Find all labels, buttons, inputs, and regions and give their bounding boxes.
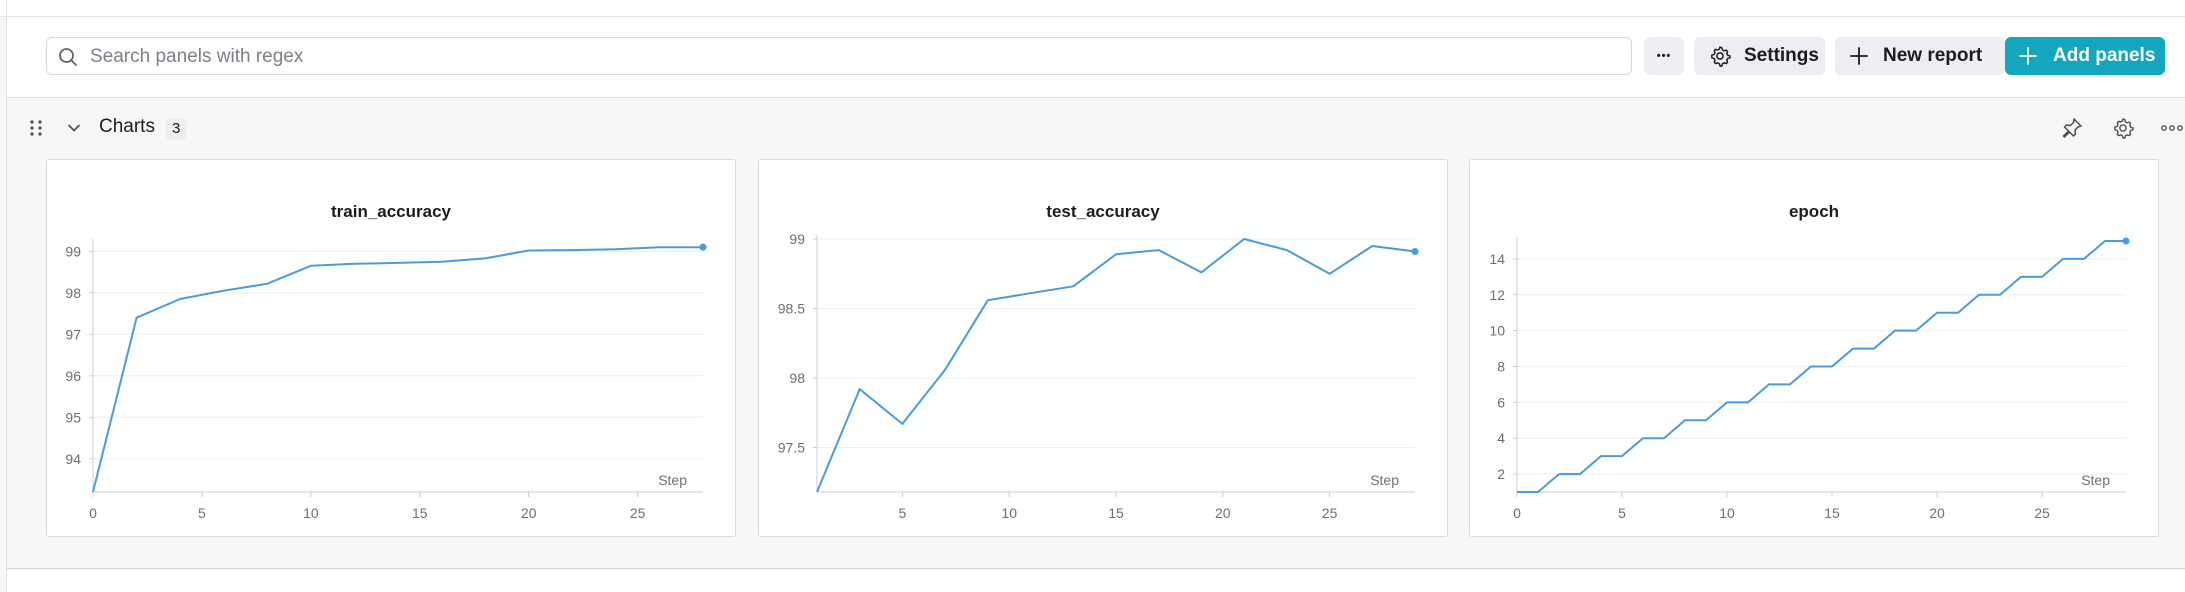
y-tick-label: 95 bbox=[65, 409, 81, 425]
gear-icon bbox=[1711, 46, 1731, 67]
chart-panel-train-accuracy[interactable]: train_accuracy 94 95 96 97 98 99 0 5 10 15 20 25 St… bbox=[46, 159, 736, 537]
search-box[interactable] bbox=[46, 37, 1632, 76]
y-tick-label: 97 bbox=[65, 326, 81, 342]
chart-panel-test-accuracy[interactable]: test_accuracy 97.5 98 98.5 99 5 10 15 20 25 Step bbox=[758, 159, 1448, 537]
y-tick-label: 12 bbox=[1489, 287, 1505, 303]
x-tick-label: 0 bbox=[1513, 505, 1521, 521]
y-tick-label: 10 bbox=[1489, 323, 1505, 339]
y-tick-label: 2 bbox=[1497, 466, 1505, 482]
chart-title: train_accuracy bbox=[330, 202, 452, 221]
series-end-point bbox=[699, 243, 707, 251]
settings-label: Settings bbox=[1744, 45, 1819, 66]
y-tick-label: 14 bbox=[1489, 251, 1505, 267]
section-title[interactable]: Charts bbox=[99, 116, 155, 137]
x-tick-label: 5 bbox=[198, 505, 206, 521]
y-tick-label: 99 bbox=[65, 243, 81, 259]
chart-svg: 97.5 98 98.5 99 5 10 15 20 25 Step bbox=[778, 231, 1419, 521]
section-more-icon[interactable] bbox=[2161, 123, 2183, 133]
y-tick-label: 99 bbox=[789, 231, 805, 247]
new-report-button[interactable]: New report bbox=[1835, 37, 2005, 75]
y-tick-label: 96 bbox=[65, 368, 81, 384]
x-tick-label: 15 bbox=[1108, 505, 1124, 521]
y-tick-label: 4 bbox=[1497, 430, 1505, 446]
section-header: Charts 3 bbox=[7, 98, 2185, 158]
drag-handle-icon[interactable] bbox=[29, 119, 43, 137]
chart-svg: 2 4 6 8 10 12 14 0 5 10 15 20 25 Step bbox=[1489, 237, 2130, 521]
x-tick-label: 15 bbox=[1824, 505, 1840, 521]
x-tick-label: 20 bbox=[1929, 505, 1945, 521]
series-line bbox=[816, 238, 1416, 493]
x-tick-label: 10 bbox=[303, 505, 319, 521]
next-section-header bbox=[7, 570, 2185, 592]
y-tick-label: 94 bbox=[65, 451, 81, 467]
x-tick-label: 5 bbox=[899, 505, 907, 521]
chart-svg: 94 95 96 97 98 99 0 5 10 15 20 25 Step bbox=[65, 239, 707, 521]
y-tick-label: 98.5 bbox=[778, 301, 805, 317]
series-end-point bbox=[1411, 248, 1419, 256]
more-options-button[interactable]: ••• bbox=[1644, 37, 1684, 75]
y-tick-label: 98 bbox=[789, 370, 805, 386]
x-tick-label: 20 bbox=[1215, 505, 1231, 521]
top-band bbox=[0, 0, 2185, 17]
chart-title: test_accuracy bbox=[1046, 202, 1160, 221]
x-tick-label: 5 bbox=[1618, 505, 1626, 521]
y-tick-label: 97.5 bbox=[778, 440, 805, 456]
x-tick-label: 25 bbox=[1322, 505, 1338, 521]
settings-button[interactable]: Settings bbox=[1694, 37, 1825, 75]
pin-icon[interactable] bbox=[2061, 117, 2083, 139]
series-end-point bbox=[2122, 237, 2130, 245]
section-divider bbox=[7, 568, 2185, 569]
x-axis-label: Step bbox=[2081, 472, 2110, 488]
plus-icon bbox=[2019, 47, 2037, 65]
x-tick-label: 10 bbox=[1001, 505, 1017, 521]
panel-count-badge: 3 bbox=[166, 118, 187, 140]
series-line bbox=[1517, 240, 2126, 493]
add-panels-button[interactable]: Add panels bbox=[2005, 37, 2165, 75]
search-input[interactable] bbox=[88, 38, 1622, 76]
chevron-down-icon[interactable] bbox=[66, 120, 82, 136]
chart-title: epoch bbox=[1788, 202, 1840, 221]
plus-icon bbox=[1850, 47, 1868, 65]
chart-panel-epoch[interactable]: epoch 2 4 6 8 10 12 14 0 5 10 15 20 25 Step bbox=[1469, 159, 2159, 537]
x-tick-label: 0 bbox=[89, 505, 97, 521]
new-report-label: New report bbox=[1883, 45, 1983, 66]
ellipsis-icon: ••• bbox=[1656, 50, 1672, 62]
y-tick-label: 98 bbox=[65, 285, 81, 301]
add-panels-label: Add panels bbox=[2053, 45, 2156, 66]
x-axis-label: Step bbox=[658, 472, 687, 488]
left-border bbox=[6, 0, 7, 592]
x-axis-label: Step bbox=[1370, 472, 1399, 488]
x-tick-label: 10 bbox=[1719, 505, 1735, 521]
x-tick-label: 25 bbox=[630, 505, 646, 521]
search-icon bbox=[59, 48, 77, 66]
section-gear-icon[interactable] bbox=[2112, 117, 2134, 139]
y-tick-label: 6 bbox=[1497, 394, 1505, 410]
x-tick-label: 20 bbox=[521, 505, 537, 521]
x-tick-label: 15 bbox=[412, 505, 428, 521]
y-tick-label: 8 bbox=[1497, 359, 1505, 375]
x-tick-label: 25 bbox=[2034, 505, 2050, 521]
series-line bbox=[92, 246, 703, 493]
